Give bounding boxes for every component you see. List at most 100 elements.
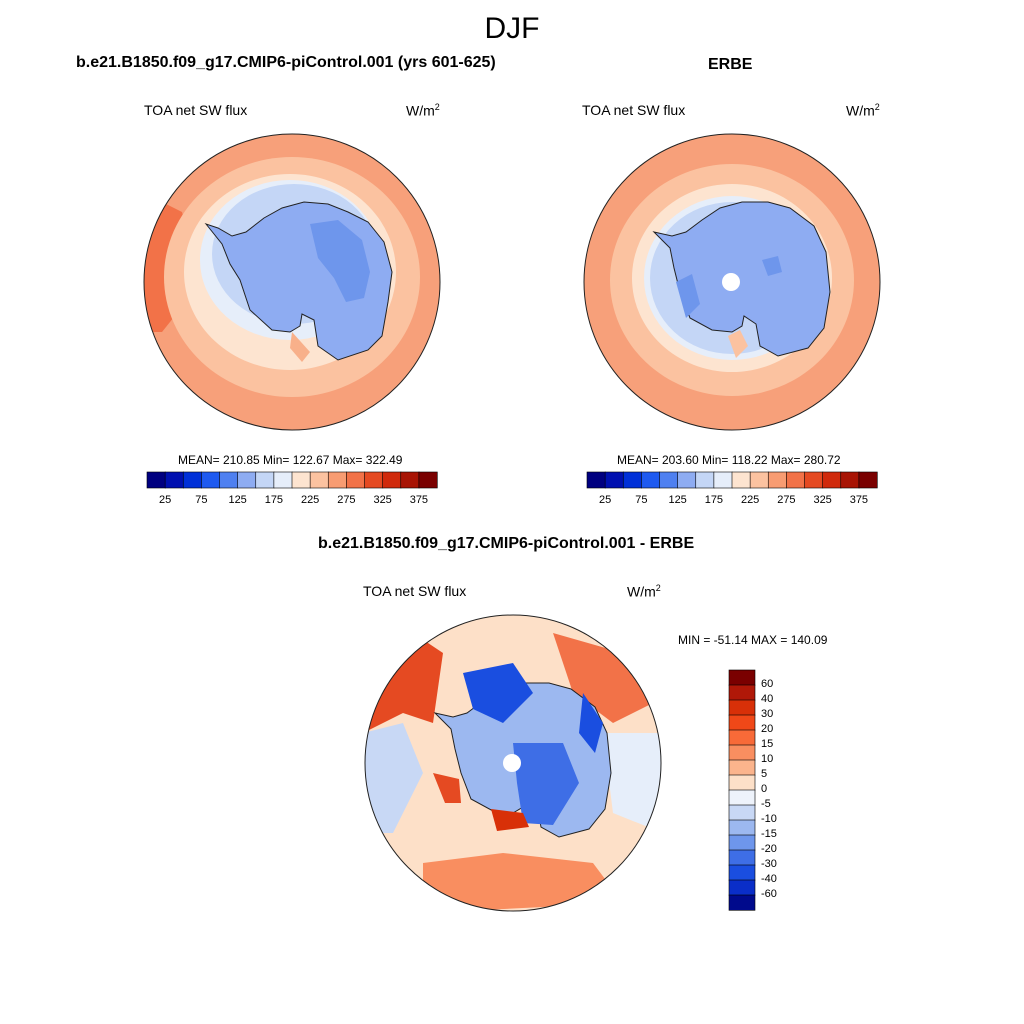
polar-map-obs (583, 133, 881, 431)
colorbar-cell (728, 714, 756, 731)
colorbar-cell (728, 684, 756, 701)
colorbar-cell (728, 849, 756, 866)
colorbar-tick-label: 375 (849, 494, 869, 506)
colorbar-cell (273, 471, 293, 489)
colorbar-cell (677, 471, 697, 489)
antarctica-fill (652, 201, 831, 357)
neutral-area (365, 723, 423, 833)
colorbar-cell (309, 471, 329, 489)
colorbar-cell (728, 729, 756, 746)
colorbar-tick-label: -15 (761, 828, 777, 840)
colorbar-tick-label: 75 (195, 494, 208, 506)
pos-anomaly (491, 809, 529, 831)
colorbar-tick-label: 225 (740, 494, 760, 506)
colorbar-cell (728, 864, 756, 881)
colorbar-cell (641, 471, 661, 489)
colorbar-tick-label: -40 (761, 873, 777, 885)
stats-diff: MIN = -51.14 MAX = 140.09 (678, 633, 828, 647)
colorbar-tick-label: 275 (777, 494, 796, 506)
neg-anomaly (463, 663, 533, 723)
neutral-area (603, 733, 661, 833)
colorbar-cell (695, 471, 715, 489)
colorbar-obs (586, 471, 878, 489)
colorbar-tick-label: 325 (813, 494, 832, 506)
variable-label-obs: TOA net SW flux (582, 102, 686, 118)
colorbar-cell (382, 471, 402, 489)
neg-anomaly (513, 743, 579, 825)
colorbar-cell (237, 471, 257, 489)
colorbar-cell (728, 804, 756, 821)
colorbar-cell (858, 471, 878, 489)
units-label-diff: W/m2 (627, 583, 661, 600)
peninsula-warm (290, 332, 310, 362)
colorbar-cell (767, 471, 787, 489)
polar-hole (503, 754, 521, 772)
variable-label-diff: TOA net SW flux (363, 583, 467, 599)
colorbar-cell (728, 699, 756, 716)
colorbar-tick-label: 0 (761, 783, 768, 795)
colorbar-cell (728, 774, 756, 791)
colorbar-cell (728, 759, 756, 776)
colorbar-tick-label: -30 (761, 858, 777, 870)
colorbar-cell (291, 471, 311, 489)
continent-low (310, 220, 370, 302)
colorbar-cell (728, 789, 756, 806)
colorbar-tick-label: 375 (409, 494, 429, 506)
panel-title-model: b.e21.B1850.f09_g17.CMIP6-piControl.001 … (76, 54, 496, 71)
colorbar-cell (728, 834, 756, 851)
colorbar-cell (418, 471, 438, 489)
colorbar-cell (201, 471, 221, 489)
colorbar-tick-label: 30 (761, 708, 774, 720)
variable-label-model: TOA net SW flux (144, 102, 248, 118)
colorbar-tick-label: 15 (761, 738, 774, 750)
stats-obs: MEAN= 203.60 Min= 118.22 Max= 280.72 (617, 453, 841, 467)
colorbar-tick-label: 175 (704, 494, 724, 506)
colorbar-diff (728, 669, 756, 911)
colorbar-cell (659, 471, 679, 489)
colorbar-tick-label: 275 (337, 494, 356, 506)
colorbar-tick-label: 60 (761, 678, 774, 690)
pos-anomaly (553, 633, 653, 723)
colorbar-tick-label: 325 (373, 494, 392, 506)
colorbar-cell (622, 471, 642, 489)
colorbar-cell (164, 471, 184, 489)
colorbar-cell (146, 471, 166, 489)
polar-hole (722, 273, 740, 291)
colorbar-cell (728, 819, 756, 836)
pos-anomaly (433, 773, 461, 803)
panel-title-diff: b.e21.B1850.f09_g17.CMIP6-piControl.001 … (318, 535, 695, 552)
colorbar-cell (400, 471, 420, 489)
colorbar-cell (713, 471, 733, 489)
colorbar-tick-label: -20 (761, 843, 777, 855)
continent-low (676, 274, 700, 318)
colorbar-cell (731, 471, 751, 489)
neg-anomaly (579, 693, 603, 753)
units-label-model: W/m2 (406, 102, 440, 119)
colorbar-cell (786, 471, 806, 489)
polar-map-diff (364, 614, 662, 912)
colorbar-cell (346, 471, 366, 489)
colorbar-cell (804, 471, 824, 489)
stats-model: MEAN= 210.85 Min= 122.67 Max= 322.49 (178, 453, 403, 467)
colorbar-cell (728, 744, 756, 761)
colorbar-tick-label: -5 (761, 798, 771, 810)
colorbar-tick-label: 25 (599, 494, 612, 506)
colorbar-cell (586, 471, 606, 489)
peninsula-warm (728, 330, 748, 358)
colorbar-tick-label: 225 (300, 494, 320, 506)
colorbar-tick-label: 175 (264, 494, 284, 506)
colorbar-tick-label: 40 (761, 693, 774, 705)
season-title: DJF (484, 12, 540, 45)
colorbar-cell (728, 669, 756, 686)
colorbar-cell (327, 471, 347, 489)
colorbar-cell (840, 471, 860, 489)
colorbar-tick-label: -60 (761, 888, 777, 900)
colorbar-model (146, 471, 438, 489)
colorbar-tick-label: 25 (159, 494, 172, 506)
colorbar-tick-label: 20 (761, 723, 774, 735)
panel-title-obs: ERBE (708, 56, 753, 73)
colorbar-cell (364, 471, 384, 489)
colorbar-cell (255, 471, 275, 489)
colorbar-cell (604, 471, 624, 489)
colorbar-tick-label: 125 (668, 494, 687, 506)
